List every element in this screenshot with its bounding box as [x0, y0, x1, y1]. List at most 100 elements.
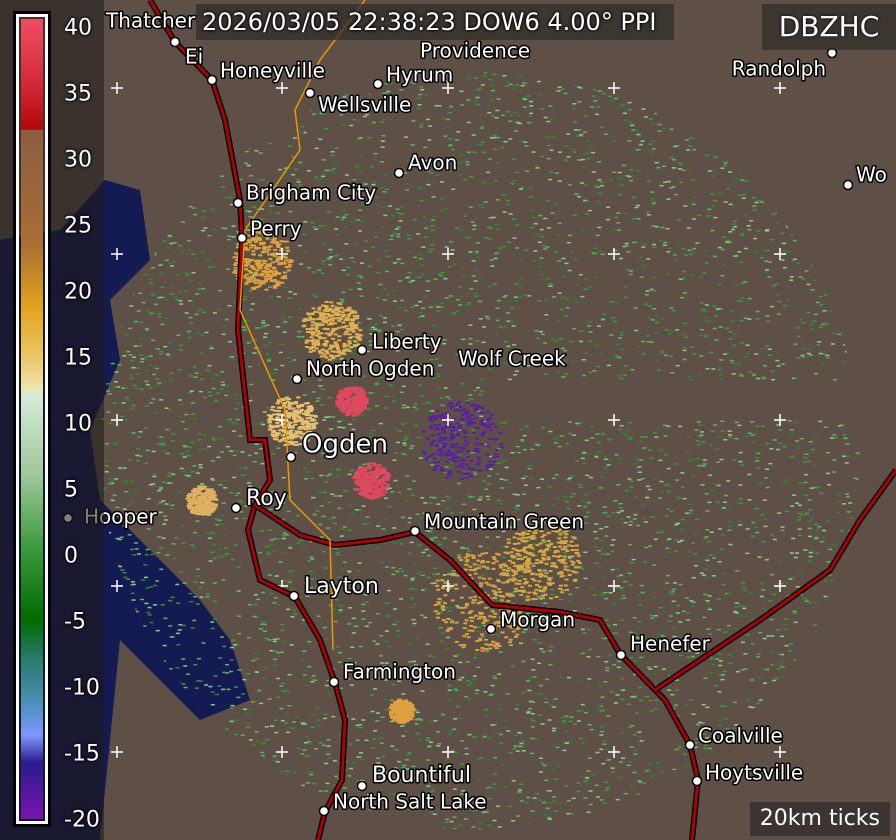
radar-echo	[123, 480, 128, 483]
radar-echo	[182, 445, 187, 447]
radar-echo	[855, 503, 860, 506]
radar-echo	[745, 789, 750, 791]
radar-echo	[417, 103, 422, 106]
radar-echo	[327, 757, 332, 759]
radar-echo	[145, 548, 150, 551]
radar-echo	[613, 216, 618, 219]
radar-echo	[818, 653, 823, 656]
radar-echo	[826, 296, 831, 298]
radar-echo	[439, 275, 444, 277]
radar-echo	[713, 483, 718, 486]
radar-echo	[449, 820, 454, 823]
radar-echo	[402, 764, 407, 767]
radar-echo	[187, 336, 192, 339]
radar-echo	[612, 140, 617, 142]
radar-echo	[144, 405, 149, 407]
radar-echo	[182, 177, 187, 179]
radar-echo	[236, 402, 241, 404]
radar-echo	[185, 673, 190, 676]
radar-echo	[680, 539, 685, 542]
radar-echo	[808, 88, 813, 90]
radar-echo	[645, 496, 650, 499]
radar-echo	[189, 600, 194, 603]
radar-echo	[642, 782, 647, 784]
radar-echo	[310, 578, 315, 580]
radar-echo	[676, 809, 681, 811]
radar-echo	[859, 502, 860, 504]
radar-echo	[300, 125, 305, 128]
radar-echo	[133, 513, 138, 515]
radar-echo	[655, 315, 660, 318]
radar-echo	[395, 208, 400, 210]
radar-echo	[853, 213, 858, 215]
radar-echo	[425, 290, 430, 292]
radar-echo	[411, 120, 416, 122]
radar-echo	[249, 308, 254, 311]
radar-echo	[315, 433, 320, 436]
radar-echo	[608, 95, 613, 98]
radar-echo	[496, 98, 501, 100]
radar-echo	[342, 787, 347, 789]
radar-echo	[571, 361, 576, 363]
radar-echo	[790, 505, 795, 507]
radar-echo	[496, 299, 501, 302]
radar-echo	[783, 628, 788, 630]
radar-echo	[119, 536, 124, 539]
radar-echo	[681, 486, 686, 488]
radar-echo	[197, 449, 202, 451]
radar-echo	[495, 473, 500, 475]
radar-echo	[809, 670, 814, 673]
radar-echo	[529, 70, 534, 71]
radar-echo	[523, 98, 528, 101]
radar-echo	[289, 791, 294, 794]
radar-echo	[664, 453, 669, 456]
radar-echo	[669, 307, 674, 309]
radar-echo	[281, 317, 286, 319]
radar-echo	[798, 569, 803, 572]
radar-echo	[252, 811, 257, 814]
radar-echo	[495, 634, 500, 636]
radar-echo	[819, 492, 824, 495]
radar-echo	[616, 511, 621, 514]
radar-echo	[538, 94, 543, 97]
radar-echo	[316, 719, 321, 721]
radar-echo	[200, 216, 205, 218]
radar-echo	[180, 208, 185, 210]
radar-echo	[723, 162, 728, 164]
radar-echo	[566, 599, 571, 602]
radar-echo	[641, 504, 646, 507]
radar-echo	[133, 659, 138, 661]
radar-echo	[524, 475, 529, 478]
radar-echo	[395, 634, 400, 637]
radar-echo	[171, 432, 176, 435]
radar-echo	[843, 344, 848, 346]
radar-echo	[188, 279, 193, 282]
radar-echo	[371, 678, 376, 681]
radar-echo	[161, 153, 166, 155]
radar-echo	[136, 310, 141, 312]
radar-echo	[740, 464, 745, 467]
radar-echo	[473, 269, 478, 272]
radar-echo	[632, 771, 637, 774]
radar-echo	[735, 797, 740, 800]
radar-echo	[220, 381, 225, 383]
radar-echo	[543, 116, 548, 119]
radar-echo	[728, 171, 733, 173]
radar-echo	[639, 143, 644, 146]
radar-echo	[564, 262, 569, 265]
radar-echo	[620, 510, 625, 512]
radar-echo	[844, 605, 849, 608]
radar-echo	[246, 105, 251, 108]
radar-echo	[447, 265, 452, 268]
radar-echo	[682, 771, 687, 773]
radar-echo	[741, 107, 746, 110]
radar-echo	[760, 425, 765, 427]
radar-echo	[539, 588, 544, 591]
radar-echo	[548, 430, 553, 433]
radar-echo	[212, 70, 217, 72]
radar-echo	[158, 353, 163, 355]
radar-echo	[159, 124, 164, 127]
radar-echo	[553, 340, 558, 342]
